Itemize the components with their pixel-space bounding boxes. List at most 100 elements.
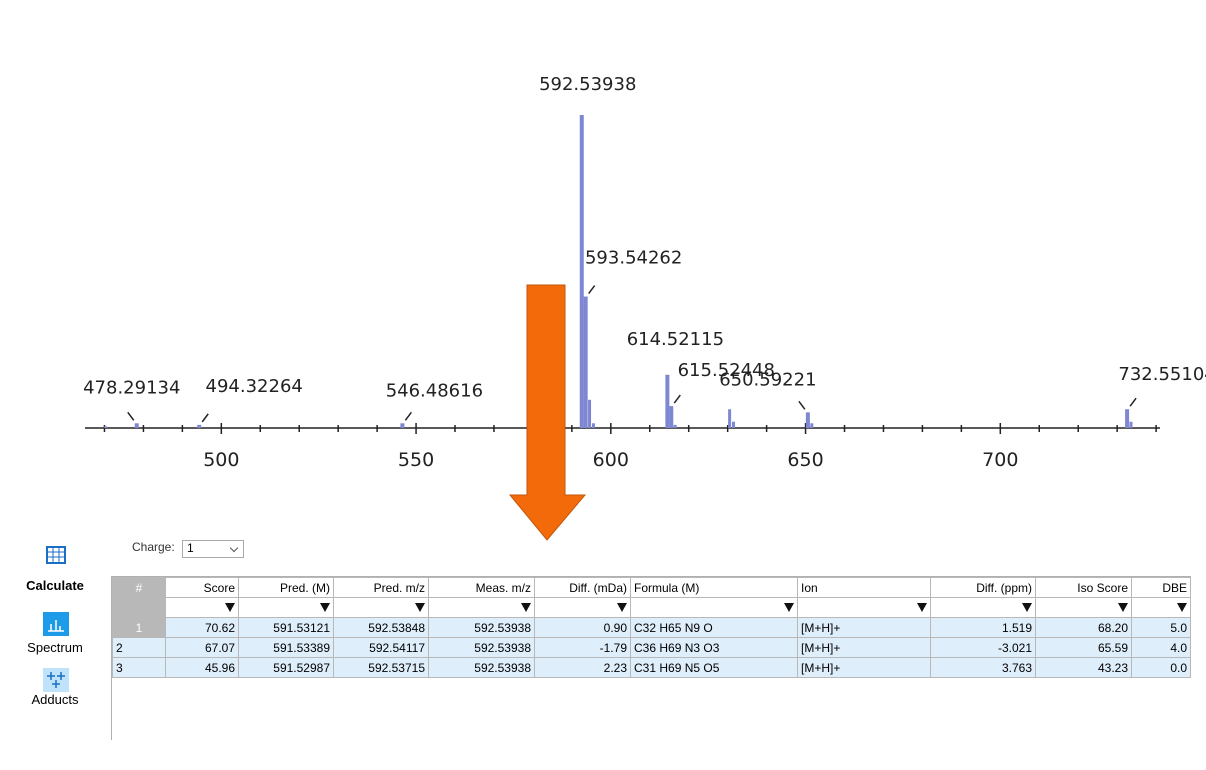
- peak: [673, 424, 677, 428]
- filter-icon[interactable]: [1177, 602, 1187, 612]
- x-tick-label: 700: [982, 449, 1018, 471]
- spectrum: 500 550 600 650 700 478.29134 494.32264 546.486…: [83, 74, 1206, 541]
- peak: [810, 423, 814, 428]
- leader: [798, 400, 806, 410]
- filter-cell[interactable]: [1035, 597, 1132, 618]
- filter-icon[interactable]: [521, 602, 531, 612]
- cell: 591.53389: [238, 637, 334, 658]
- leader: [127, 411, 135, 421]
- peak-label: 478.29134: [83, 377, 180, 398]
- peak: [728, 409, 732, 428]
- cell: 591.53121: [238, 617, 334, 638]
- sidebar-item[interactable]: Adducts: [31, 692, 79, 707]
- peak: [805, 412, 810, 428]
- leader: [588, 285, 596, 294]
- cell: 4.0: [1131, 637, 1191, 658]
- cell: 2.23: [534, 657, 631, 678]
- peak: [588, 399, 592, 428]
- leader: [673, 394, 681, 404]
- filter-cell[interactable]: [112, 597, 166, 618]
- x-tick-label: 650: [787, 449, 823, 471]
- cell: 3: [112, 657, 166, 678]
- column-header[interactable]: Score: [165, 577, 239, 598]
- peak-label: 546.48616: [386, 380, 483, 401]
- filter-icon[interactable]: [617, 602, 627, 612]
- cell: 67.07: [165, 637, 239, 658]
- cell: C36 H69 N3 O3: [630, 637, 798, 658]
- cell: 591.52987: [238, 657, 334, 678]
- filter-cell[interactable]: [797, 597, 931, 618]
- cell: 3.763: [930, 657, 1036, 678]
- peak-label: 650.59221: [719, 369, 816, 390]
- filter-icon[interactable]: [320, 602, 330, 612]
- column-header[interactable]: Formula (M): [630, 577, 798, 598]
- result-row[interactable]: 2 67.07 591.53389 592.54117 592.53938 -1.79 C3…: [112, 637, 1191, 658]
- peak: [579, 115, 584, 428]
- peak: [1125, 409, 1130, 428]
- cell: 0.0: [1131, 657, 1191, 678]
- cell: 5.0: [1131, 617, 1191, 638]
- filter-cell[interactable]: [165, 597, 239, 618]
- cell: [M+H]+: [797, 617, 931, 638]
- cell: C32 H65 N9 O: [630, 617, 798, 638]
- peak: [1129, 421, 1133, 428]
- cell: 592.54117: [333, 637, 429, 658]
- cell: 1.519: [930, 617, 1036, 638]
- column-header[interactable]: Iso Score: [1035, 577, 1132, 598]
- cell: 592.53848: [333, 617, 429, 638]
- result-row[interactable]: 3 45.96 591.52987 592.53715 592.53938 2.23 C31…: [112, 657, 1191, 678]
- peak: [669, 406, 674, 428]
- filter-cell[interactable]: [534, 597, 631, 618]
- peak: [400, 423, 405, 428]
- column-header[interactable]: Meas. m/z: [428, 577, 535, 598]
- peak-label: 494.32264: [206, 376, 303, 397]
- filter-icon[interactable]: [784, 602, 794, 612]
- filter-icon[interactable]: [1118, 602, 1128, 612]
- column-header[interactable]: DBE: [1131, 577, 1191, 598]
- cell: 1: [112, 617, 166, 638]
- x-tick-label: 600: [593, 449, 629, 471]
- peak-label: 592.53938: [539, 74, 636, 95]
- x-tick-label: 550: [398, 449, 434, 471]
- cell: 45.96: [165, 657, 239, 678]
- cell: [M+H]+: [797, 637, 931, 658]
- result-row[interactable]: 1 70.62 591.53121 592.53848 592.53938 0.90 C32…: [112, 617, 1191, 638]
- cell: 65.59: [1035, 637, 1132, 658]
- charge-dropdown[interactable]: 1: [182, 540, 244, 558]
- filter-row: [112, 597, 1191, 618]
- column-header[interactable]: Diff. (mDa): [534, 577, 631, 598]
- peak: [665, 374, 670, 428]
- calc-icon: [46, 546, 66, 564]
- filter-cell[interactable]: [1131, 597, 1191, 618]
- filter-icon[interactable]: [917, 602, 927, 612]
- filter-icon[interactable]: [225, 602, 235, 612]
- cell: 592.53938: [428, 617, 535, 638]
- leader: [404, 411, 412, 421]
- column-header[interactable]: #: [112, 577, 166, 598]
- adducts-icon: [43, 668, 69, 692]
- column-header[interactable]: Pred. m/z: [333, 577, 429, 598]
- cell: -3.021: [930, 637, 1036, 658]
- cell: 43.23: [1035, 657, 1132, 678]
- column-header[interactable]: Pred. (M): [238, 577, 334, 598]
- cell: [M+H]+: [797, 657, 931, 678]
- sidebar-item[interactable]: Calculate: [26, 578, 84, 593]
- filter-cell[interactable]: [930, 597, 1036, 618]
- cell: -1.79: [534, 637, 631, 658]
- column-header[interactable]: Ion: [797, 577, 931, 598]
- sidebar-item[interactable]: Spectrum: [27, 640, 83, 655]
- filter-icon[interactable]: [1022, 602, 1032, 612]
- cell: 592.53938: [428, 637, 535, 658]
- header-row: # Score Pred. (M) Pred. m/z Meas. m/z Diff. (…: [112, 577, 1191, 598]
- cell: 0.90: [534, 617, 631, 638]
- cell: C31 H69 N5 O5: [630, 657, 798, 678]
- filter-cell[interactable]: [630, 597, 798, 618]
- column-header[interactable]: Diff. (ppm): [930, 577, 1036, 598]
- peak: [591, 423, 595, 428]
- filter-cell[interactable]: [238, 597, 334, 618]
- cell: 68.20: [1035, 617, 1132, 638]
- filter-cell[interactable]: [428, 597, 535, 618]
- filter-icon[interactable]: [415, 602, 425, 612]
- cell: 2: [112, 637, 166, 658]
- filter-cell[interactable]: [333, 597, 429, 618]
